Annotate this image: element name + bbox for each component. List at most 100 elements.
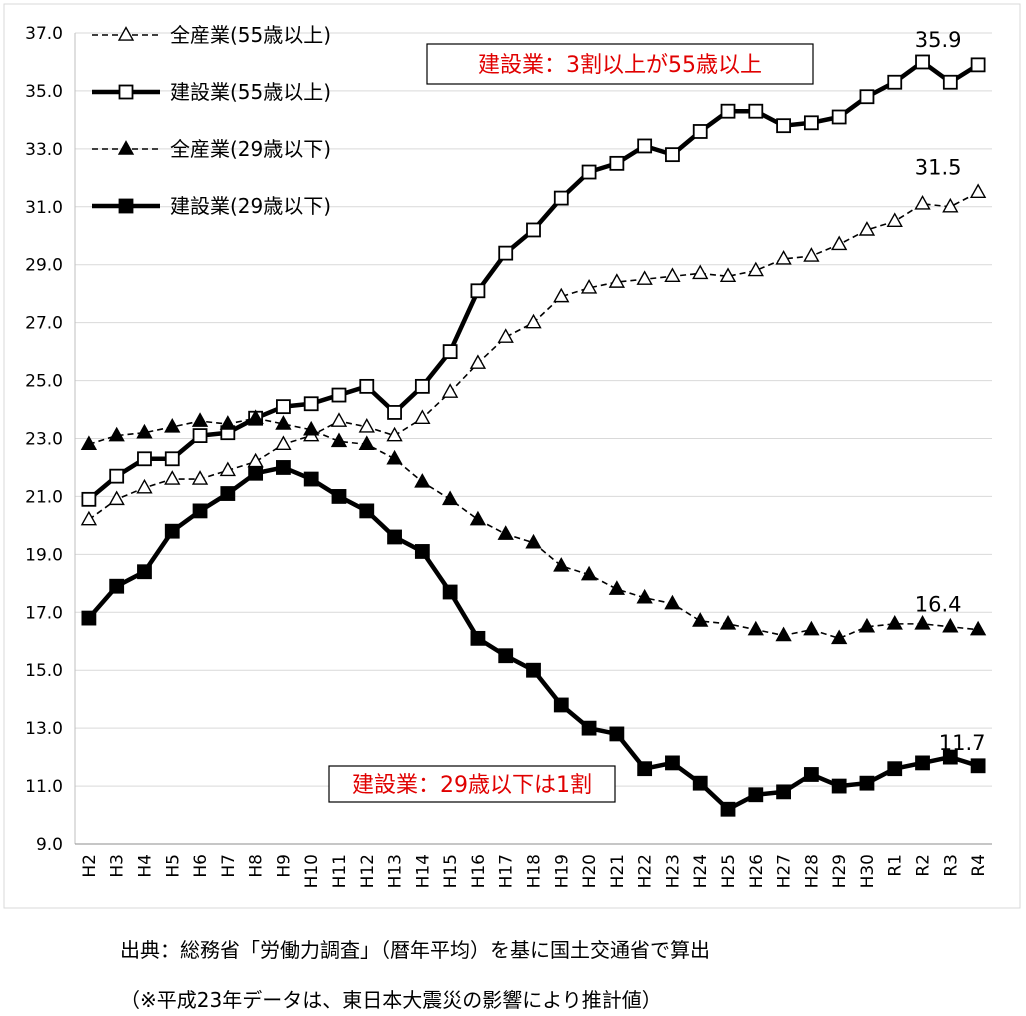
series-con-55 (81, 54, 986, 507)
point-con-29-H26 (748, 787, 764, 803)
point-all-55-H22 (636, 270, 653, 285)
y-tick-label-13: 35.0 (25, 82, 63, 102)
point-con-55-R4 (970, 57, 986, 73)
point-all-29-H2 (80, 435, 98, 451)
point-all-55-H24 (692, 264, 709, 280)
point-all-29-H29 (831, 629, 848, 645)
x-tick-label-H21: H21 (608, 854, 628, 888)
x-tick-label-H3: H3 (108, 854, 128, 878)
point-all-55-R1 (886, 212, 903, 228)
point-con-29-H3 (109, 578, 125, 594)
point-con-55-H4 (137, 451, 152, 467)
x-tick-label-R2: R2 (914, 854, 934, 877)
point-con-55-H5 (164, 451, 180, 467)
x-tick-label-H28: H28 (802, 854, 822, 888)
series-group (80, 54, 987, 817)
point-con-29-H23 (665, 755, 680, 771)
point-con-55-R2 (915, 54, 930, 70)
point-all-29-H11 (330, 432, 348, 448)
point-all-29-H8 (247, 409, 264, 424)
x-tick-label-H12: H12 (358, 854, 378, 888)
x-tick-label-H30: H30 (858, 854, 878, 888)
point-all-29-R3 (942, 617, 959, 633)
point-con-55-H25 (720, 103, 736, 119)
point-con-29-H9 (276, 460, 291, 475)
legend-item-con-55: 建設業(55歳以上) (92, 80, 331, 104)
x-tick-label-H13: H13 (386, 854, 406, 888)
source-note: 出典：総務省「労働力調査」（暦年平均）を基に国土交通省で算出 (120, 938, 710, 962)
series-line-con-29 (87, 465, 979, 812)
point-all-29-H25 (719, 614, 737, 630)
point-all-55-H25 (719, 267, 737, 283)
x-tick-label-H8: H8 (247, 854, 267, 878)
point-all-55-H15 (441, 383, 459, 398)
point-con-29-H30 (859, 775, 875, 791)
plot-frame (3, 3, 1021, 909)
x-tick-label-H29: H29 (830, 854, 850, 888)
legend-marker-con-55 (118, 84, 134, 100)
y-tick-label-3: 15.0 (25, 661, 63, 681)
x-tick-label-H17: H17 (497, 854, 517, 888)
point-con-29-R2 (915, 755, 930, 771)
legend-marker-all-29 (117, 140, 135, 155)
point-all-29-H23 (664, 594, 681, 610)
point-con-55-H21 (609, 155, 625, 171)
point-all-55-H29 (831, 235, 848, 251)
point-all-55-H11 (330, 412, 348, 427)
point-con-29-H25 (720, 801, 736, 817)
x-tick-label-H20: H20 (580, 854, 600, 888)
point-all-55-H2 (80, 510, 98, 526)
y-tick-label-1: 11.0 (25, 777, 63, 797)
point-all-29-H7 (219, 415, 236, 430)
y-tick-label-0: 9.0 (36, 835, 63, 855)
point-con-29-H11 (331, 489, 347, 504)
point-all-29-H15 (441, 490, 459, 506)
point-all-29-R2 (914, 614, 931, 630)
point-con-29-H29 (831, 778, 847, 794)
point-con-55-H28 (803, 115, 819, 131)
legend-marker-all-55 (117, 26, 135, 41)
point-all-55-H23 (664, 267, 681, 283)
point-all-55-H9 (275, 435, 292, 451)
point-con-55-H3 (109, 468, 125, 484)
x-tick-label-H26: H26 (747, 854, 767, 888)
point-all-55-H7 (219, 461, 236, 477)
x-tick-label-H10: H10 (302, 854, 322, 888)
point-all-29-H16 (469, 510, 487, 526)
point-con-55-H2 (81, 491, 97, 507)
y-tick-label-8: 25.0 (25, 372, 63, 392)
series-line-all-55 (88, 191, 979, 521)
point-con-55-H10 (303, 396, 319, 412)
legend-marker-con-29 (118, 198, 134, 214)
point-con-29-H2 (81, 610, 97, 626)
y-tick-label-5: 19.0 (25, 545, 63, 565)
y-axis-ticks: 9.0 11.0 13.0 15.0 17.0 19.0 21.0 23.0 25.0 27.0 2… (25, 24, 63, 855)
x-tick-label-R4: R4 (969, 854, 989, 877)
point-con-55-H12 (359, 378, 375, 394)
point-all-55-H8 (247, 452, 264, 468)
y-tick-label-14: 37.0 (25, 24, 63, 44)
point-con-55-H26 (748, 103, 764, 119)
point-all-29-H10 (303, 420, 320, 436)
point-con-29-H19 (553, 697, 569, 713)
point-all-55-H27 (775, 250, 792, 265)
x-tick-label-H14: H14 (413, 854, 433, 888)
annotation-box-bottom (328, 765, 616, 803)
point-con-55-H27 (776, 118, 791, 134)
y-tick-label-7: 23.0 (25, 430, 63, 450)
point-con-55-H30 (859, 89, 875, 105)
point-all-55-H28 (803, 247, 820, 262)
y-tick-label-6: 21.0 (25, 487, 63, 507)
point-all-55-H20 (580, 279, 598, 294)
annotation-box-top (426, 43, 814, 85)
point-con-55-H18 (526, 222, 541, 238)
x-tick-label-H9: H9 (274, 854, 294, 878)
point-con-29-H10 (303, 471, 319, 487)
point-con-29-H7 (220, 486, 236, 501)
point-all-29-H17 (497, 525, 514, 540)
x-tick-label-H24: H24 (691, 854, 711, 888)
estimate-note: （※平成23年データは、東日本大震災の影響により推計値） (120, 988, 662, 1012)
point-all-29-H9 (275, 415, 292, 430)
point-con-55-R1 (887, 74, 903, 90)
point-con-29-R1 (887, 761, 903, 777)
